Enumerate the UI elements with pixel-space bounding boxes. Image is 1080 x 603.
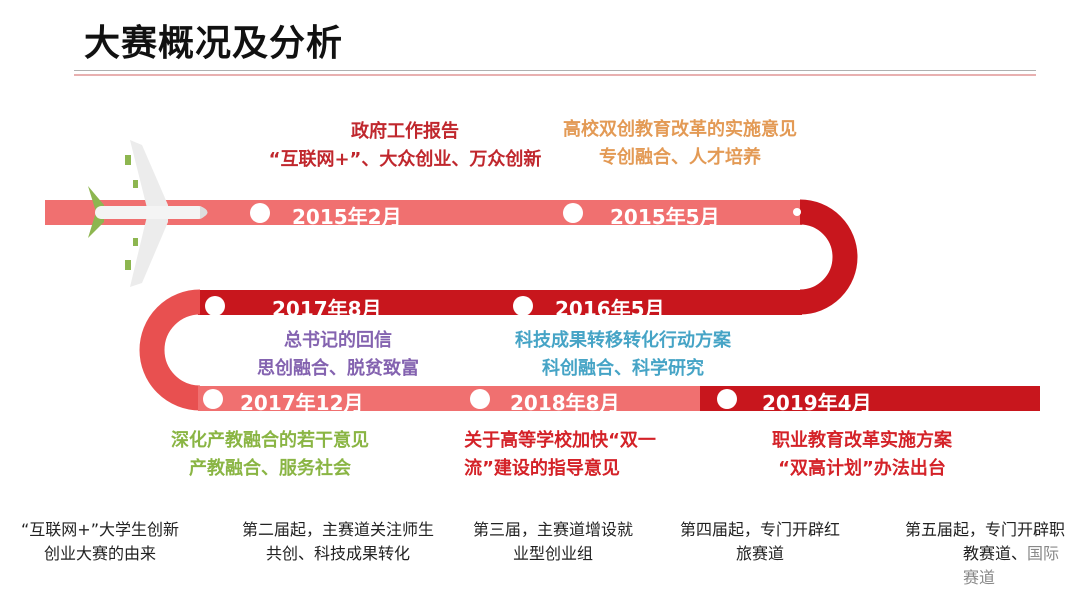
milestone-dot	[203, 389, 223, 409]
edition-caption: 第三届，主赛道增设就 业型创业组	[472, 520, 633, 563]
milestone-date: 2016年5月	[555, 297, 665, 321]
milestone-note: 总书记的回信 思创融合、脱贫致富	[257, 330, 419, 379]
milestone-date: 2019年4月	[762, 391, 872, 415]
airplane-icon	[88, 140, 208, 287]
track-turn-left	[139, 289, 201, 411]
milestone-dot	[793, 208, 801, 216]
milestone-note: 深化产教融合的若干意见 产教融合、服务社会	[171, 430, 369, 479]
milestone-dot	[513, 296, 533, 316]
edition-caption: 第二届起，主赛道关注师生 共创、科技成果转化	[241, 520, 434, 563]
milestone-date: 2017年8月	[272, 297, 382, 321]
edition-caption: 第五届起，专门开辟职 教赛道、国际赛道	[904, 520, 1065, 587]
milestone-note: 职业教育改革实施方案 “双高计划”办法出台	[772, 430, 952, 479]
title-divider	[74, 70, 1036, 71]
milestone-dot	[470, 389, 490, 409]
milestone-date: 2015年2月	[292, 205, 402, 229]
track-segment-bottom-dark	[700, 386, 1040, 411]
milestone-date: 2015年5月	[610, 205, 720, 229]
track-segment-middle	[198, 290, 802, 315]
milestone-note: 科技成果转移转化行动方案 科创融合、科学研究	[515, 330, 731, 379]
milestone-dot	[717, 389, 737, 409]
edition-caption: “互联网+”大学生创新 创业大赛的由来	[21, 520, 179, 563]
milestone-dot	[205, 296, 225, 316]
milestone-note: 政府工作报告 “互联网+”、大众创业、万众创新	[268, 121, 542, 170]
milestone-dot	[563, 203, 583, 223]
page-title: 大赛概况及分析	[84, 23, 344, 64]
milestone-date: 2018年8月	[510, 391, 620, 415]
edition-caption: 第四届起，专门开辟红 旅赛道	[679, 520, 840, 563]
milestone-note: 高校双创教育改革的实施意见 专创融合、人才培养	[563, 119, 797, 168]
milestone-dot	[250, 203, 270, 223]
track-segment-bottom-light	[198, 386, 700, 411]
track-turn-right	[799, 199, 858, 315]
title-divider-accent	[74, 74, 1036, 76]
milestone-date: 2017年12月	[240, 391, 364, 415]
milestone-note: 关于高等学校加快“双一 流”建设的指导意见	[464, 430, 656, 479]
